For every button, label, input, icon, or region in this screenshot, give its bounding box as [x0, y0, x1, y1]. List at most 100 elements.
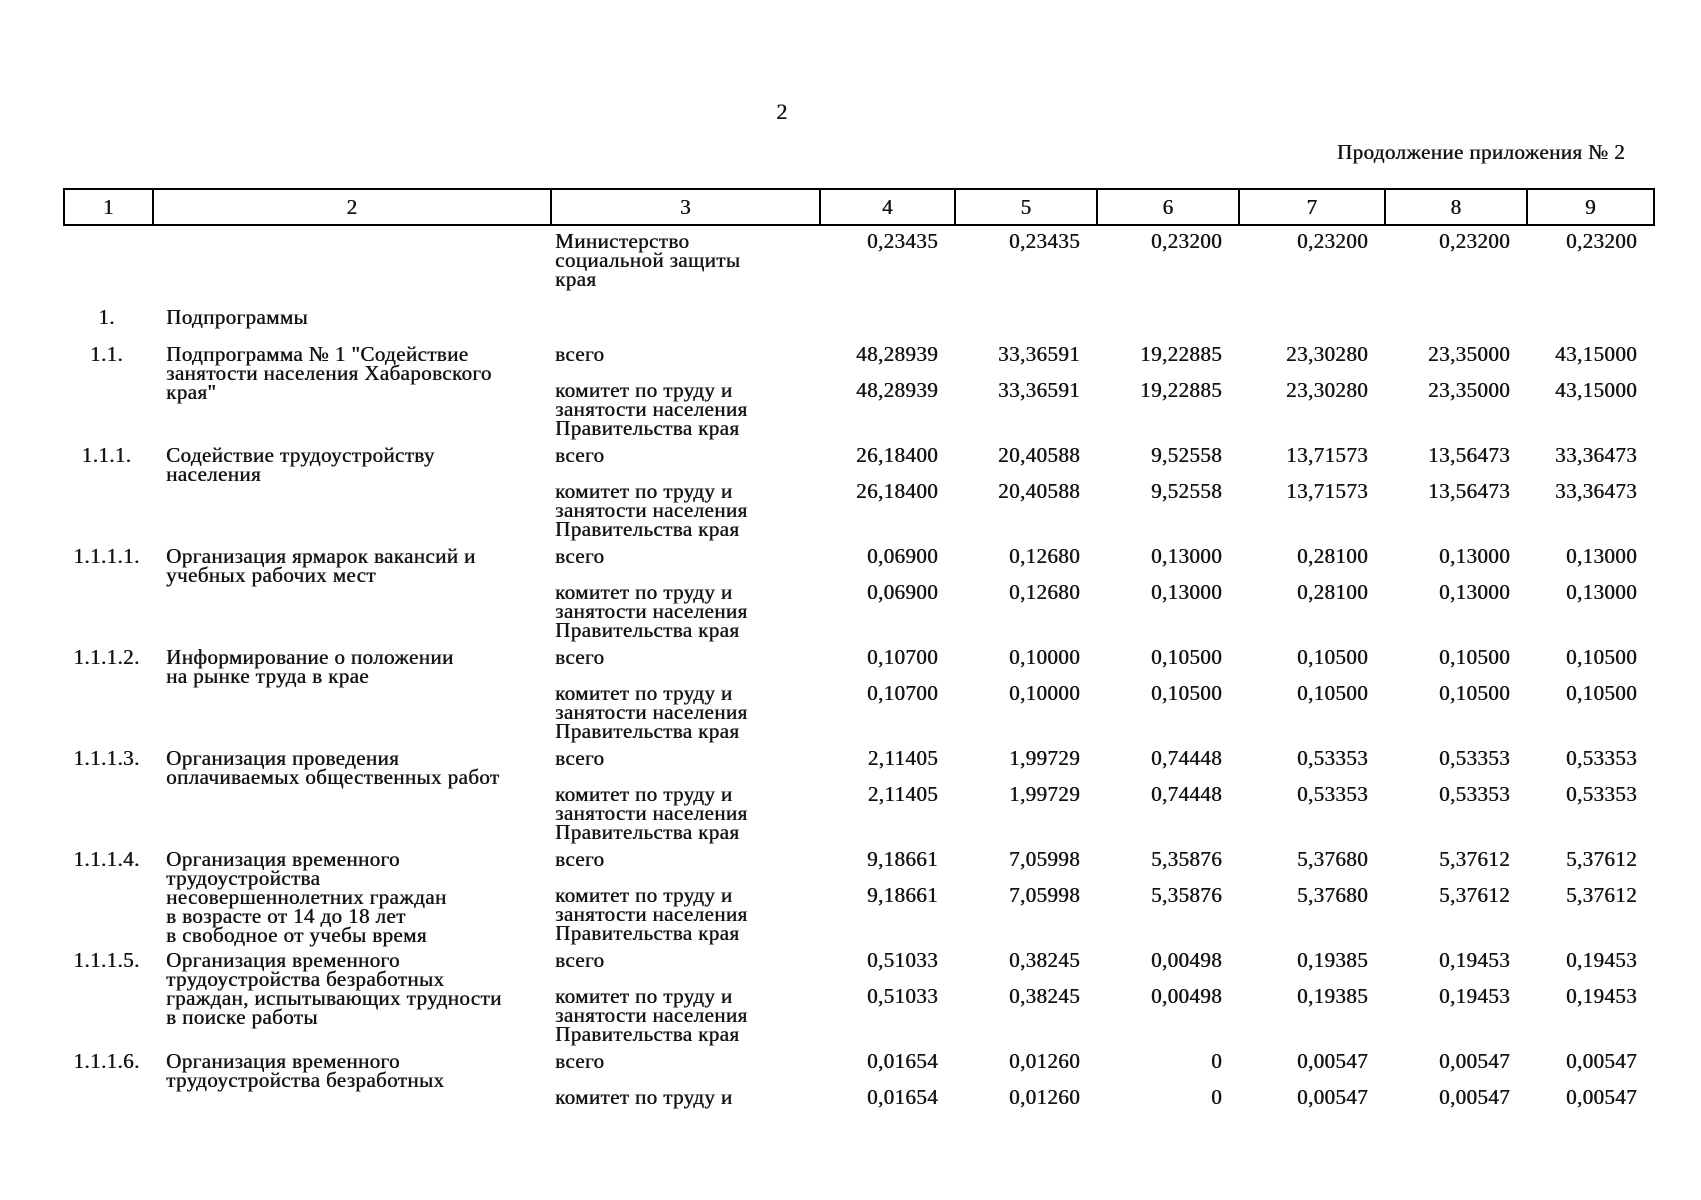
value-cell-col-7: 0,00547	[1296, 1049, 1368, 1073]
value-cell-col-8: 5,37612	[1438, 847, 1510, 871]
row-number: 1.1.1.	[81, 443, 132, 467]
executor-blocks: Министерство социальной защиты края 0,234…	[548, 229, 1655, 290]
value-cell-col-6: 0,13000	[1150, 580, 1222, 604]
value-cell-col-8: 0,10500	[1438, 681, 1510, 705]
executor-label: всего	[555, 645, 605, 669]
executor-blocks: всего 0,51033 0,38245 0,00498 0,19385 0,19453…	[548, 948, 1655, 1045]
value-cell-col-9: 33,36473	[1555, 443, 1637, 467]
table-row: 1.1.1.1. Организация ярмарок вакансий и у…	[63, 544, 1655, 642]
value-cell-col-7: 5,37680	[1296, 883, 1368, 907]
value-cell-col-7: 23,30280	[1286, 342, 1368, 366]
executor-label: комитет по труду и занятости населения П…	[555, 580, 748, 642]
value-cell-col-9: 0,53353	[1565, 782, 1637, 806]
executor-label: комитет по труду и занятости населения П…	[555, 479, 748, 541]
value-cell-col-7: 0,10500	[1296, 645, 1368, 669]
row-name: Организация ярмарок вакансий и учебных р…	[166, 544, 476, 587]
table-row: Министерство социальной защиты края 0,234…	[63, 229, 1655, 290]
executor-label: всего	[555, 544, 605, 568]
executor-row: всего 26,18400 20,40588 9,52558 13,71573 13,5…	[548, 443, 1655, 467]
value-cell-col-6: 0	[1211, 1049, 1222, 1073]
value-cell-col-5: 0,38245	[1008, 984, 1080, 1008]
row-name: Организация проведения оплачиваемых обще…	[166, 746, 500, 789]
value-cell-col-9: 0,13000	[1565, 580, 1637, 604]
value-cell-col-6: 0,13000	[1150, 544, 1222, 568]
executor-row: комитет по труду и 0,01654 0,01260 0 0,00547…	[548, 1085, 1655, 1109]
value-cell-col-6: 0	[1211, 1085, 1222, 1109]
value-cell-col-8: 0,13000	[1438, 580, 1510, 604]
executor-row: комитет по труду и занятости населения П…	[548, 984, 1655, 1045]
value-cell-col-5: 0,23435	[1008, 229, 1080, 253]
header-col-8: 8	[1384, 190, 1526, 224]
value-cell-col-8: 0,53353	[1438, 746, 1510, 770]
value-cell-col-6: 19,22885	[1140, 342, 1222, 366]
value-cell-col-7: 0,19385	[1296, 984, 1368, 1008]
row-number: 1.	[98, 305, 115, 329]
value-cell-col-4: 48,28939	[856, 378, 938, 402]
executor-row: всего 0,06900 0,12680 0,13000 0,28100 0,13000…	[548, 544, 1655, 568]
executor-row: комитет по труду и занятости населения П…	[548, 782, 1655, 844]
row-name: Информирование о положении на рынке труд…	[166, 645, 454, 688]
value-cell-col-7: 0,53353	[1296, 746, 1368, 770]
executor-label: комитет по труду и	[555, 1085, 733, 1109]
value-cell-col-7: 13,71573	[1286, 443, 1368, 467]
value-cell-col-8: 0,19453	[1438, 984, 1510, 1008]
value-cell-col-8: 0,00547	[1438, 1049, 1510, 1073]
value-cell-col-8: 0,19453	[1438, 948, 1510, 972]
value-cell-col-8: 0,00547	[1438, 1085, 1510, 1109]
executor-label: комитет по труду и занятости населения П…	[555, 681, 748, 743]
value-cell-col-5: 33,36591	[998, 342, 1080, 366]
value-cell-col-8: 13,56473	[1428, 443, 1510, 467]
executor-label: всего	[555, 847, 605, 871]
row-name: Организация временного трудоустройства б…	[166, 1049, 445, 1092]
row-name: Организация временного трудоустройства б…	[166, 948, 502, 1029]
value-cell-col-7: 13,71573	[1286, 479, 1368, 503]
value-cell-col-9: 5,37612	[1565, 883, 1637, 907]
value-cell-col-4: 9,18661	[866, 883, 938, 907]
executor-row: комитет по труду и занятости населения П…	[548, 580, 1655, 642]
header-col-6: 6	[1096, 190, 1238, 224]
table-row: 1.1. Подпрограмма № 1 "Содействие занятос…	[63, 342, 1655, 439]
executor-label: комитет по труду и занятости населения П…	[555, 782, 748, 844]
header-col-4: 4	[819, 190, 954, 224]
executor-blocks: всего 2,11405 1,99729 0,74448 0,53353 0,53353…	[548, 746, 1655, 844]
value-cell-col-5: 1,99729	[1008, 746, 1080, 770]
value-cell-col-9: 0,00547	[1565, 1049, 1637, 1073]
value-cell-col-6: 0,10500	[1150, 645, 1222, 669]
value-cell-col-6: 0,10500	[1150, 681, 1222, 705]
value-cell-col-7: 23,30280	[1286, 378, 1368, 402]
value-cell-col-7: 0,23200	[1296, 229, 1368, 253]
row-number: 1.1.1.2.	[73, 645, 140, 669]
header-col-2: 2	[152, 190, 550, 224]
value-cell-col-5: 0,01260	[1008, 1085, 1080, 1109]
executor-blocks: всего 26,18400 20,40588 9,52558 13,71573 13,5…	[548, 443, 1655, 541]
table-body: Министерство социальной защиты края 0,234…	[63, 226, 1655, 1109]
value-cell-col-6: 0,00498	[1150, 948, 1222, 972]
value-cell-col-6: 5,35876	[1150, 847, 1222, 871]
executor-label: комитет по труду и занятости населения П…	[555, 883, 748, 945]
value-cell-col-5: 1,99729	[1008, 782, 1080, 806]
executor-blocks: всего 0,01654 0,01260 0 0,00547 0,00547 0,0054…	[548, 1049, 1655, 1109]
table-row: 1.1.1.2. Информирование о положении на ры…	[63, 645, 1655, 743]
value-cell-col-6: 0,23200	[1150, 229, 1222, 253]
value-cell-col-7: 0,28100	[1296, 580, 1368, 604]
value-cell-col-5: 0,01260	[1008, 1049, 1080, 1073]
table-row: 1.1.1.3. Организация проведения оплачивае…	[63, 746, 1655, 844]
executor-blocks: всего 0,10700 0,10000 0,10500 0,10500 0,10500…	[548, 645, 1655, 743]
value-cell-col-6: 19,22885	[1140, 378, 1222, 402]
value-cell-col-5: 20,40588	[998, 479, 1080, 503]
executor-blocks: всего 48,28939 33,36591 19,22885 23,30280 23,…	[548, 342, 1655, 439]
value-cell-col-5: 20,40588	[998, 443, 1080, 467]
value-cell-col-7: 5,37680	[1296, 847, 1368, 871]
value-cell-col-4: 0,51033	[866, 984, 938, 1008]
value-cell-col-5: 0,12680	[1008, 580, 1080, 604]
table-row: 1.1.1. Содействие трудоустройству населен…	[63, 443, 1655, 541]
header-col-1: 1	[103, 194, 114, 219]
executor-row: комитет по труду и занятости населения П…	[548, 479, 1655, 541]
value-cell-col-9: 0,00547	[1565, 1085, 1637, 1109]
header-col-5: 5	[954, 190, 1096, 224]
executor-label: всего	[555, 443, 605, 467]
row-number: 1.1.1.5.	[73, 948, 140, 972]
executor-label: всего	[555, 342, 605, 366]
value-cell-col-4: 0,06900	[866, 544, 938, 568]
